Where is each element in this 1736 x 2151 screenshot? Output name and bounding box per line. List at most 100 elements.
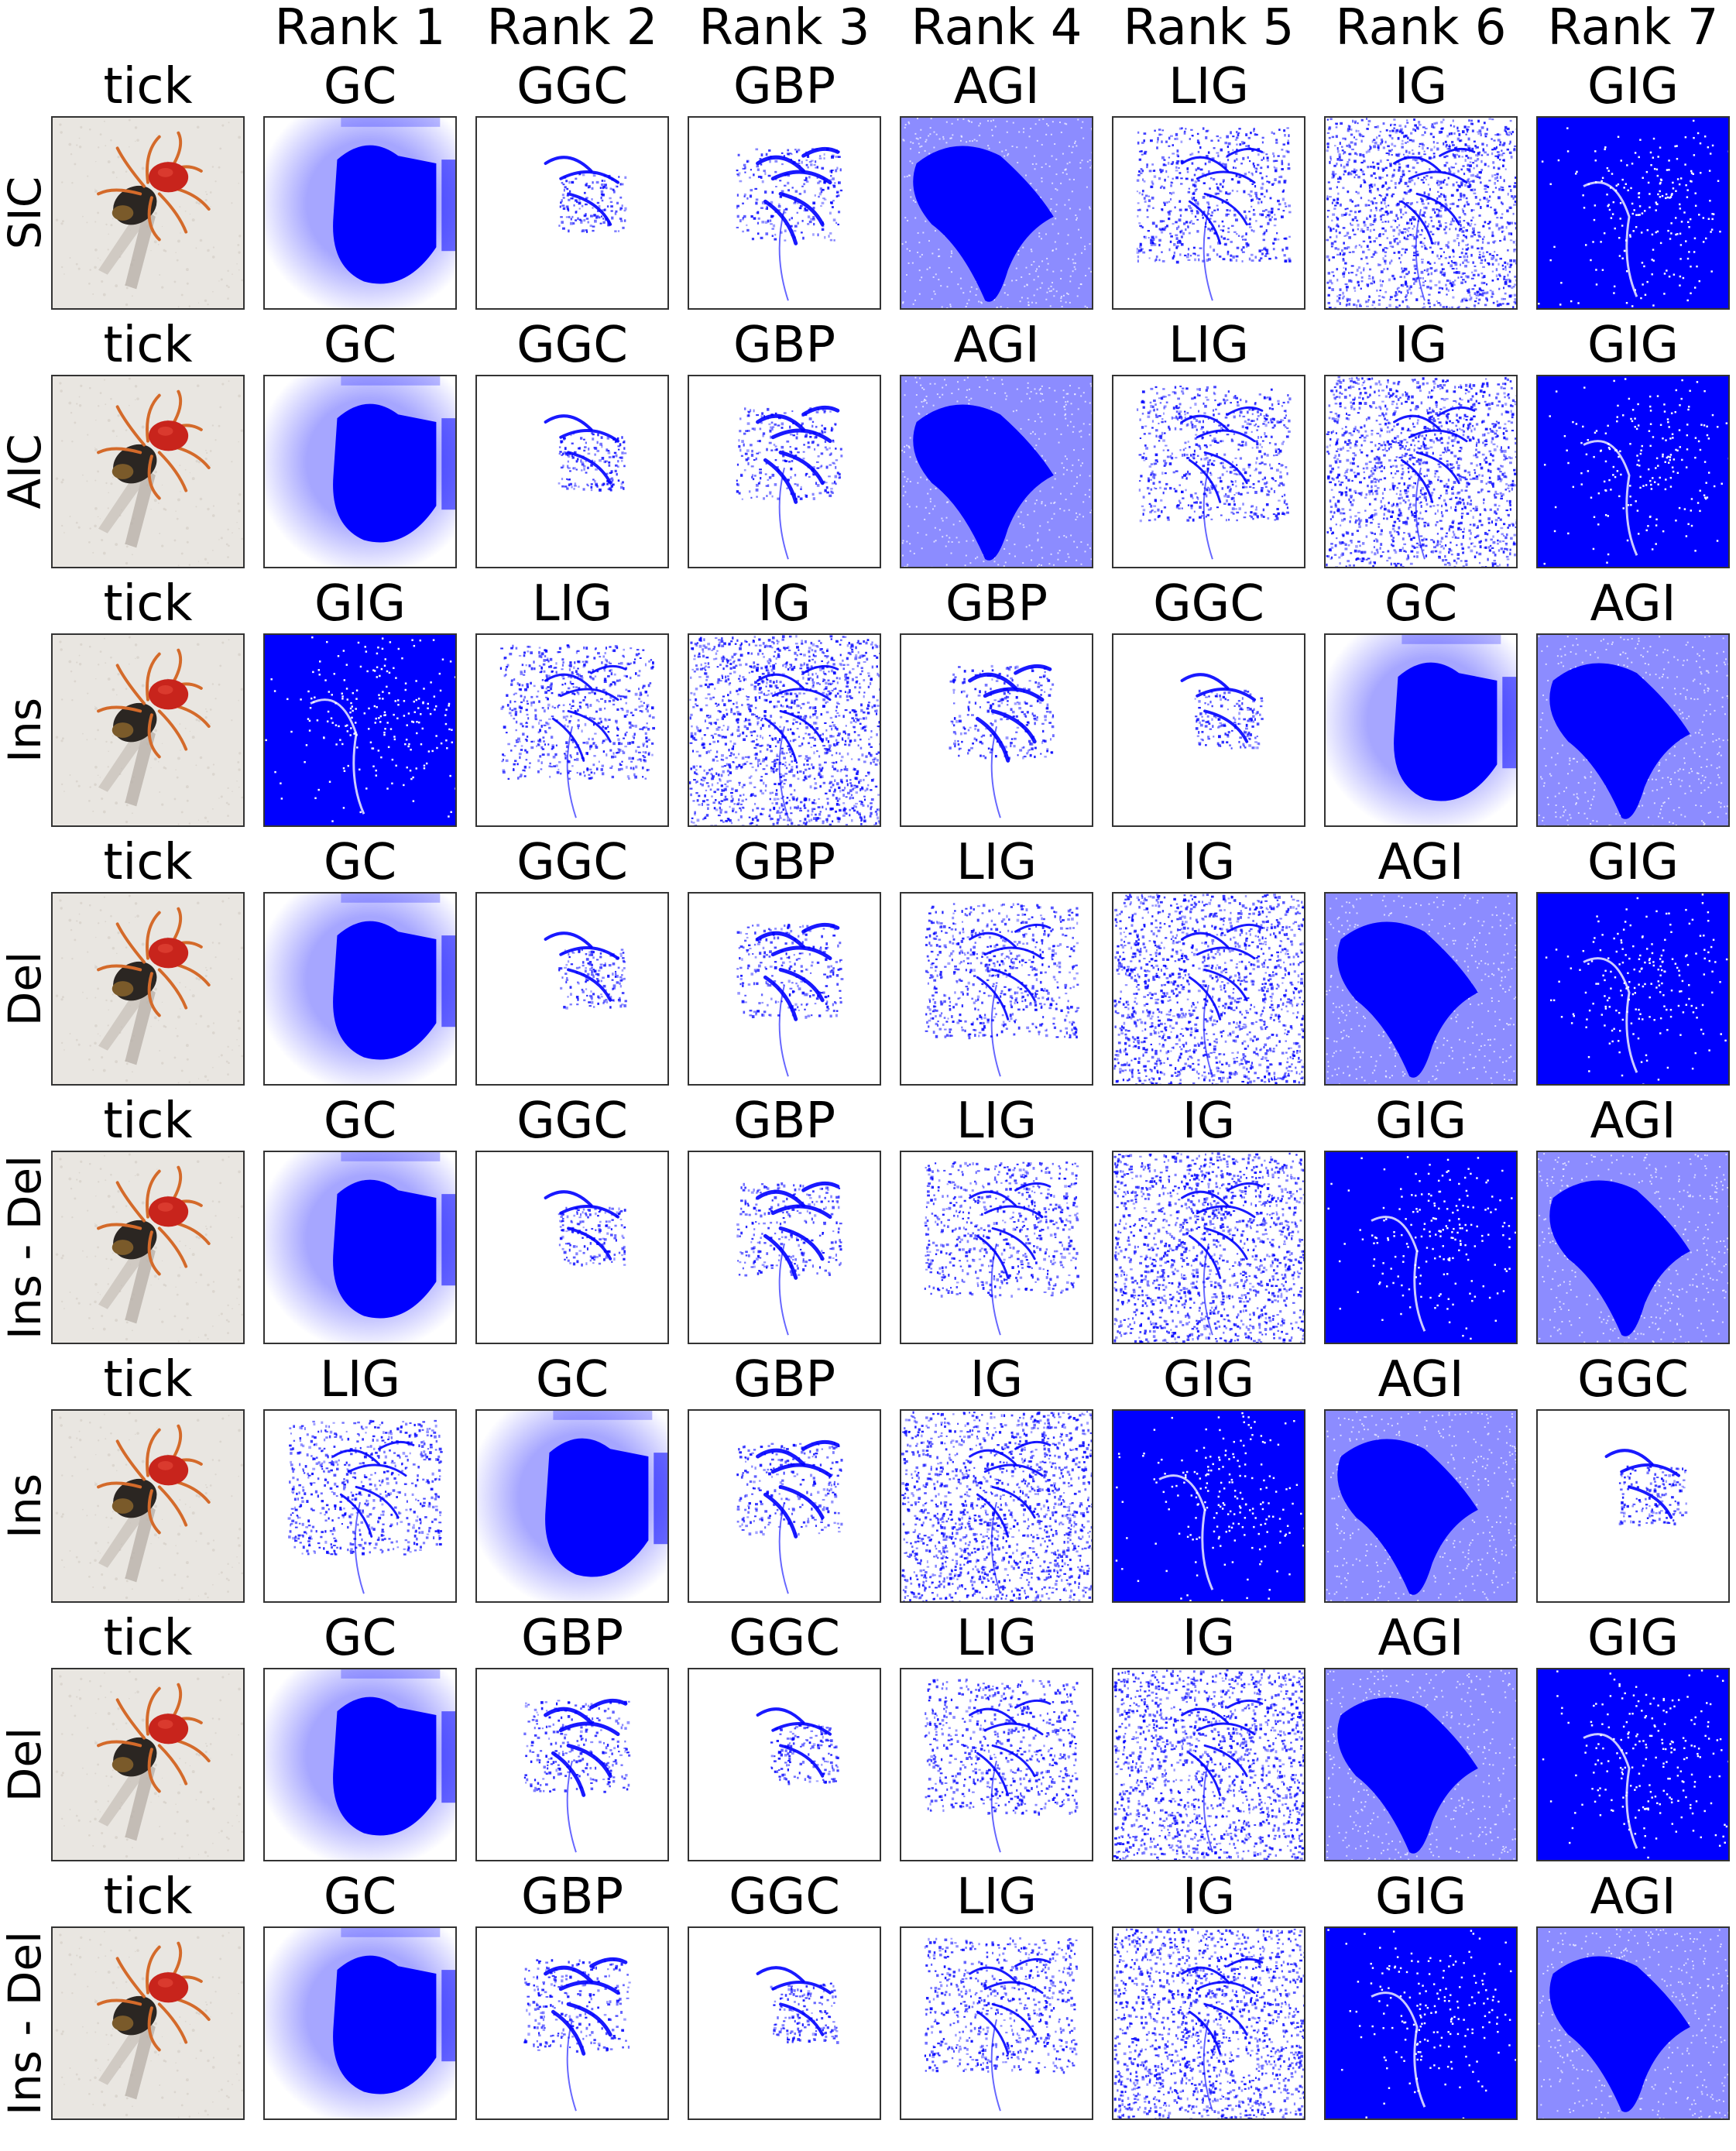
method-label: GBP xyxy=(679,833,890,892)
attribution-map-ig xyxy=(1112,1926,1305,2120)
attribution-map-gbp xyxy=(688,892,881,1086)
input-image-label: tick xyxy=(43,57,253,116)
method-label: GC xyxy=(467,1350,678,1409)
attribution-map-agi xyxy=(1536,1151,1730,1344)
attribution-map-lig xyxy=(900,1926,1093,2120)
method-label: GGC xyxy=(1528,1350,1736,1409)
attribution-map-ig xyxy=(1112,1668,1305,1861)
method-label: GGC xyxy=(467,1092,678,1151)
attribution-map-lig xyxy=(900,1668,1093,1861)
attribution-map-agi xyxy=(900,375,1093,568)
method-label: LIG xyxy=(891,1609,1102,1668)
method-label: AGI xyxy=(1316,1350,1526,1409)
attribution-map-gc xyxy=(263,375,457,568)
attribution-map-gbp xyxy=(688,375,881,568)
method-label: GGC xyxy=(1103,575,1314,633)
input-image-label: tick xyxy=(43,316,253,375)
attribution-map-agi xyxy=(900,116,1093,310)
input-image-tick xyxy=(51,1926,245,2120)
attribution-map-ggc xyxy=(475,375,669,568)
method-label: IG xyxy=(1103,1609,1314,1668)
attribution-map-gbp xyxy=(688,1409,881,1603)
input-image-tick xyxy=(51,1409,245,1603)
attribution-map-gbp xyxy=(475,1668,669,1861)
method-label: IG xyxy=(679,575,890,633)
attribution-map-ggc xyxy=(1536,1409,1730,1603)
method-label: GIG xyxy=(1528,57,1736,116)
row-metric-label: SIC xyxy=(0,85,50,341)
row-metric-label: Ins - Del xyxy=(0,1895,50,2151)
rank-header: Rank 2 xyxy=(467,0,678,57)
attribution-map-ig xyxy=(1112,892,1305,1086)
method-label: GC xyxy=(255,833,465,892)
method-label: GIG xyxy=(1528,316,1736,375)
method-label: GIG xyxy=(1316,1092,1526,1151)
attribution-map-gbp xyxy=(475,1926,669,2120)
method-label: GC xyxy=(255,1868,465,1926)
method-label: GBP xyxy=(891,575,1102,633)
input-image-label: tick xyxy=(43,1092,253,1151)
attribution-map-gc xyxy=(1324,633,1518,827)
attribution-map-agi xyxy=(1536,633,1730,827)
attribution-map-lig xyxy=(900,1151,1093,1344)
input-image-tick xyxy=(51,116,245,310)
method-label: IG xyxy=(1103,833,1314,892)
rank-header: Rank 5 xyxy=(1103,0,1314,57)
method-label: IG xyxy=(1316,316,1526,375)
method-label: GIG xyxy=(1528,1609,1736,1668)
attribution-map-gbp xyxy=(688,116,881,310)
attribution-map-lig xyxy=(263,1409,457,1603)
attribution-map-gbp xyxy=(688,1151,881,1344)
input-image-tick xyxy=(51,892,245,1086)
method-label: GGC xyxy=(467,316,678,375)
method-label: IG xyxy=(1103,1868,1314,1926)
method-label: LIG xyxy=(891,833,1102,892)
attribution-map-lig xyxy=(1112,375,1305,568)
method-label: GIG xyxy=(1528,833,1736,892)
attribution-map-ggc xyxy=(688,1926,881,2120)
method-label: GGC xyxy=(679,1609,890,1668)
attribution-map-agi xyxy=(1536,1926,1730,2120)
attribution-map-gig xyxy=(263,633,457,827)
attribution-map-gc xyxy=(263,1151,457,1344)
attribution-map-lig xyxy=(475,633,669,827)
row-metric-label: Ins xyxy=(0,1378,50,1634)
rank-header: Rank 3 xyxy=(679,0,890,57)
method-label: GC xyxy=(255,316,465,375)
attribution-map-gig xyxy=(1324,1926,1518,2120)
method-label: LIG xyxy=(1103,316,1314,375)
method-label: AGI xyxy=(1316,833,1526,892)
attribution-map-ggc xyxy=(475,116,669,310)
method-label: GC xyxy=(255,1092,465,1151)
attribution-map-gig xyxy=(1536,375,1730,568)
method-label: IG xyxy=(891,1350,1102,1409)
method-label: GBP xyxy=(679,57,890,116)
input-image-label: tick xyxy=(43,1350,253,1409)
method-label: AGI xyxy=(1528,1092,1736,1151)
attribution-map-gc xyxy=(263,892,457,1086)
attribution-map-gbp xyxy=(900,633,1093,827)
method-label: LIG xyxy=(891,1868,1102,1926)
method-label: GBP xyxy=(467,1868,678,1926)
input-image-tick xyxy=(51,633,245,827)
attribution-map-agi xyxy=(1324,1409,1518,1603)
method-label: IG xyxy=(1316,57,1526,116)
method-label: AGI xyxy=(891,316,1102,375)
attribution-map-ggc xyxy=(688,1668,881,1861)
input-image-label: tick xyxy=(43,1868,253,1926)
method-label: GIG xyxy=(1316,1868,1526,1926)
input-image-label: tick xyxy=(43,833,253,892)
row-metric-label: Del xyxy=(0,861,50,1117)
attribution-map-gig xyxy=(1536,892,1730,1086)
attribution-map-gig xyxy=(1536,1668,1730,1861)
rank-header: Rank 1 xyxy=(255,0,465,57)
method-label: GGC xyxy=(467,833,678,892)
attribution-map-gig xyxy=(1536,116,1730,310)
row-metric-label: Del xyxy=(0,1637,50,1892)
attribution-map-lig xyxy=(1112,116,1305,310)
method-label: LIG xyxy=(891,1092,1102,1151)
input-image-tick xyxy=(51,1668,245,1861)
input-image-tick xyxy=(51,375,245,568)
attribution-map-ggc xyxy=(1112,633,1305,827)
method-label: GC xyxy=(255,57,465,116)
